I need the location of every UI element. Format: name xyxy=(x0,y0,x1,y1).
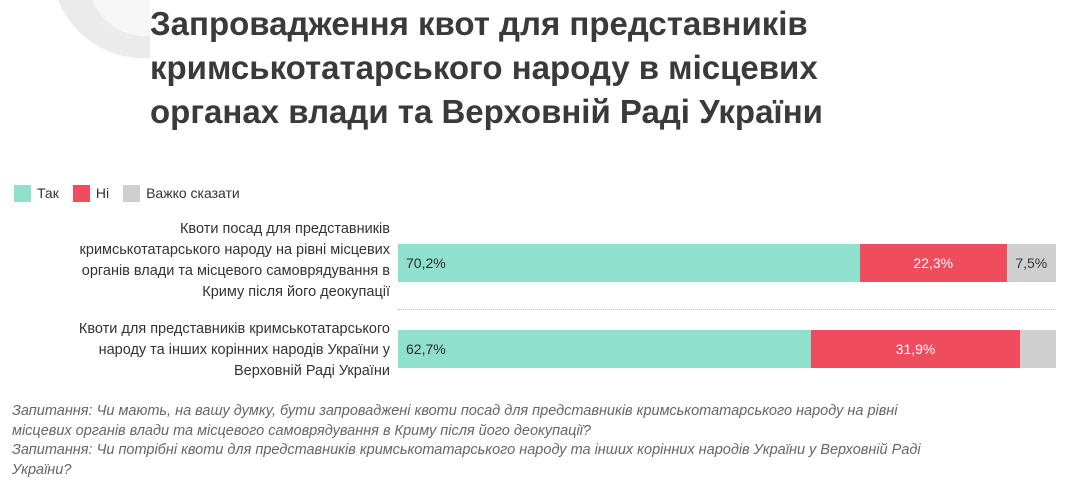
bar-row-1: 70,2% 22,3% 7,5% xyxy=(398,244,1056,282)
row-divider xyxy=(398,309,1056,310)
legend-swatch-hard-to-say xyxy=(123,184,141,202)
legend-label-no: Ні xyxy=(95,185,110,201)
bar-segment-no: 22,3% xyxy=(859,244,1007,282)
data-label-yes: 62,7% xyxy=(406,341,446,357)
row-1-label-line: Криму після його деокупації xyxy=(202,284,390,300)
legend-swatch-no xyxy=(72,184,90,202)
note-line: місцевих органів влади та місцевого само… xyxy=(12,422,591,439)
row-1-label-line: кримськотатарського народу на рівні місц… xyxy=(79,242,390,258)
legend-item-yes: Так xyxy=(14,184,59,202)
row-2-label-line: народу та інших корінних народів України… xyxy=(98,342,390,358)
note-line: Запитання: Чи потрібні квоти для предста… xyxy=(12,442,921,458)
corner-arc-graphic xyxy=(58,0,150,59)
bar-row-2: 62,7% 31,9% xyxy=(398,330,1056,368)
note-line: України? xyxy=(12,461,72,478)
legend-label-yes: Так xyxy=(37,185,59,201)
row-2-label-line: Квоти для представників кримськотатарськ… xyxy=(78,321,390,337)
row-2-label-line: Верховній Раді України xyxy=(234,363,390,379)
survey-questions-note: Запитання: Чи мають, на вашу думку, бути… xyxy=(12,402,1072,480)
bar-segment-hard-to-say: 7,5% xyxy=(1006,244,1056,282)
row-label-local-quotas: Квоти посад для представників кримськота… xyxy=(80,219,390,303)
data-label-no: 31,9% xyxy=(895,341,936,357)
bar-segment-no: 31,9% xyxy=(810,330,1021,368)
bar-segment-yes: 62,7% xyxy=(398,330,811,368)
legend-item-hard-to-say: Важко сказати xyxy=(123,184,240,202)
title-line-3: органах влади та Верховній Раді України xyxy=(150,93,823,130)
bar-segment-hard-to-say xyxy=(1020,330,1056,368)
legend-swatch-yes xyxy=(14,184,31,202)
title-line-1: Запровадження квот для представників xyxy=(150,5,808,42)
title-line-2: кримськотатарського народу в місцевих xyxy=(150,49,818,86)
bar-segment-yes: 70,2% xyxy=(398,244,860,282)
data-label-hard-to-say: 7,5% xyxy=(1015,255,1048,271)
legend-label-hard-to-say: Важко сказати xyxy=(146,185,240,201)
chart-legend: Так Ні Важко сказати xyxy=(14,182,254,204)
legend-item-no: Ні xyxy=(72,184,110,202)
data-label-no: 22,3% xyxy=(913,255,954,271)
corner-decoration xyxy=(0,0,150,120)
page-title: Запровадження квот для представників кри… xyxy=(150,2,1050,134)
note-line: Запитання: Чи мають, на вашу думку, бути… xyxy=(12,403,898,419)
data-label-yes: 70,2% xyxy=(406,255,446,271)
row-1-label-line: Квоти посад для представників xyxy=(179,221,390,237)
row-label-parliament-quotas: Квоти для представників кримськотатарськ… xyxy=(79,319,390,382)
row-1-label-line: органів влади та місцевого самоврядуванн… xyxy=(81,263,390,279)
